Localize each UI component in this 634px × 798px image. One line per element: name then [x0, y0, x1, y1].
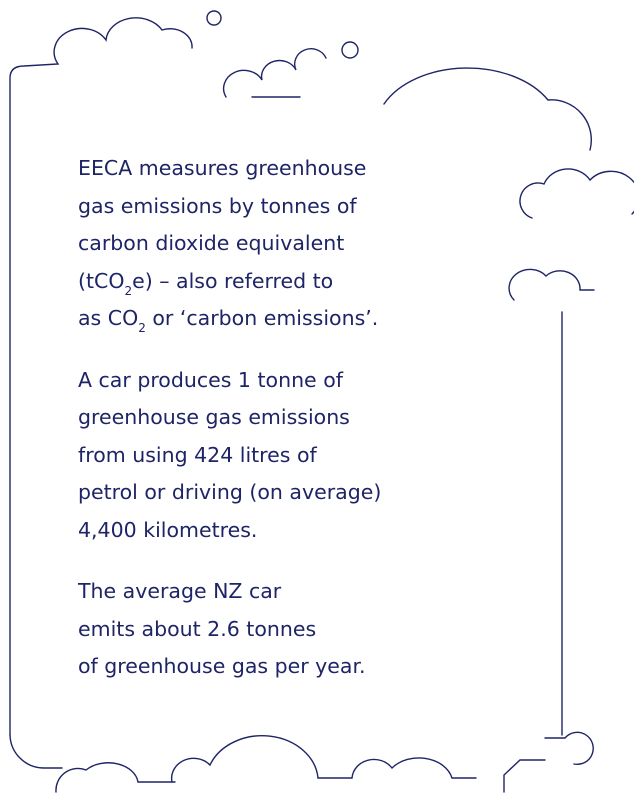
text-line: (tCO2e) – also referred to: [78, 263, 548, 301]
text-line: carbon dioxide equivalent: [78, 225, 548, 263]
text-segment: (tCO: [78, 269, 125, 293]
text-line: EECA measures greenhouse: [78, 150, 548, 188]
text-segment: petrol or driving (on average): [78, 480, 381, 504]
text-line: petrol or driving (on average): [78, 474, 548, 512]
text-line: as CO2 or ‘carbon emissions’.: [78, 300, 548, 338]
text-segment: of greenhouse gas per year.: [78, 654, 366, 678]
text-segment: emits about 2.6 tonnes: [78, 617, 316, 641]
text-segment: gas emissions by tonnes of: [78, 194, 357, 218]
text-segment: or ‘carbon emissions’.: [146, 306, 378, 330]
text-segment: from using 424 litres of: [78, 443, 317, 467]
text-line: The average NZ car: [78, 573, 548, 611]
subscript: 2: [138, 321, 146, 335]
text-segment: carbon dioxide equivalent: [78, 231, 344, 255]
paragraph: EECA measures greenhouse gas emissions by…: [78, 150, 548, 338]
text-line: from using 424 litres of: [78, 437, 548, 475]
text-block: EECA measures greenhouse gas emissions by…: [78, 150, 548, 710]
paragraph: The average NZ car emits about 2.6 tonnes…: [78, 573, 548, 686]
text-segment: A car produces 1 tonne of: [78, 368, 343, 392]
text-line: of greenhouse gas per year.: [78, 648, 548, 686]
text-line: greenhouse gas emissions: [78, 399, 548, 437]
text-line: 4,400 kilometres.: [78, 512, 548, 550]
text-segment: as CO: [78, 306, 138, 330]
paragraph: A car produces 1 tonne of greenhouse gas …: [78, 362, 548, 550]
text-segment: greenhouse gas emissions: [78, 405, 350, 429]
subscript: 2: [125, 284, 133, 298]
text-segment: 4,400 kilometres.: [78, 518, 257, 542]
text-line: A car produces 1 tonne of: [78, 362, 548, 400]
text-line: emits about 2.6 tonnes: [78, 611, 548, 649]
text-line: gas emissions by tonnes of: [78, 188, 548, 226]
text-segment: The average NZ car: [78, 579, 281, 603]
text-segment: EECA measures greenhouse: [78, 156, 366, 180]
text-segment: e) – also referred to: [132, 269, 333, 293]
page: EECA measures greenhouse gas emissions by…: [0, 0, 634, 798]
